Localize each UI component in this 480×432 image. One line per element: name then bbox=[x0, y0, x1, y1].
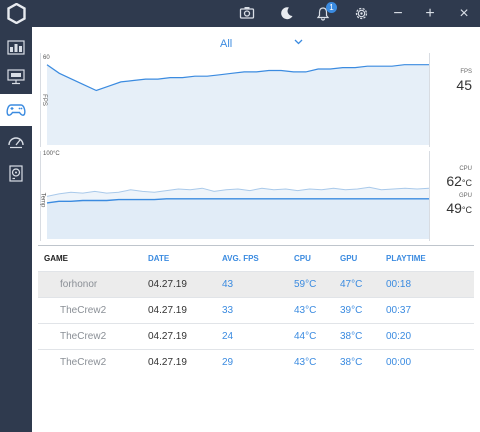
gear-icon[interactable] bbox=[352, 4, 370, 22]
cell-fps: 29 bbox=[222, 357, 234, 368]
cell-cpu: 43°C bbox=[294, 357, 317, 368]
header-playtime[interactable]: PLAYTIME bbox=[386, 254, 426, 263]
cpu-temp-readout: 62°C bbox=[446, 173, 472, 191]
cell-playtime: 00:37 bbox=[386, 305, 412, 316]
gpu-temp-value: 49 bbox=[446, 200, 462, 216]
cell-playtime: 00:20 bbox=[386, 331, 412, 342]
cell-date: 04.27.19 bbox=[148, 331, 187, 342]
dashboard-icon bbox=[7, 39, 25, 55]
series-area bbox=[47, 198, 429, 239]
header-gpu[interactable]: GPU bbox=[340, 254, 358, 263]
sidebar bbox=[0, 27, 32, 432]
cell-date: 04.27.19 bbox=[148, 279, 187, 290]
temp-axis-label: Temp bbox=[39, 192, 46, 208]
cell-playtime: 00:00 bbox=[386, 357, 412, 368]
cell-gpu: 38°C bbox=[340, 331, 363, 342]
table-row[interactable]: TheCrew2 04.27.19 29 43°C 38°C 00:00 bbox=[38, 349, 474, 375]
maximize-button[interactable]: + bbox=[425, 4, 435, 22]
cell-date: 04.27.19 bbox=[148, 305, 187, 316]
chevron-down-icon[interactable] bbox=[294, 39, 303, 45]
sidebar-item-storage[interactable] bbox=[0, 157, 32, 189]
cell-game: TheCrew2 bbox=[60, 331, 107, 342]
fps-chart-svg bbox=[46, 64, 429, 145]
cpu-temp-label: CPU bbox=[459, 166, 472, 172]
series-line bbox=[46, 198, 429, 204]
cell-cpu: 59°C bbox=[294, 279, 317, 290]
cell-date: 04.27.19 bbox=[148, 357, 187, 368]
app-logo-icon bbox=[7, 3, 26, 24]
cell-fps: 43 bbox=[222, 279, 234, 290]
table-row[interactable]: forhonor 04.27.19 43 59°C 47°C 00:18 bbox=[38, 271, 474, 297]
fps-top-tick: 60 bbox=[43, 55, 50, 61]
cell-game: forhonor bbox=[60, 279, 98, 290]
cell-gpu: 47°C bbox=[340, 279, 363, 290]
fps-current-label: FPS bbox=[460, 69, 472, 75]
cell-cpu: 44°C bbox=[294, 331, 317, 342]
fps-current-value: 45 bbox=[456, 77, 472, 93]
temp-top-tick: 100°C bbox=[43, 151, 60, 157]
sidebar-item-performance[interactable] bbox=[0, 125, 32, 157]
camera-icon[interactable] bbox=[238, 4, 256, 22]
header-date[interactable]: DATE bbox=[148, 254, 170, 263]
minimize-button[interactable]: − bbox=[393, 4, 403, 22]
sidebar-item-dashboard[interactable] bbox=[0, 31, 32, 63]
gpu-temp-label: GPU bbox=[458, 193, 472, 199]
gpu-temp-unit: °C bbox=[461, 205, 472, 215]
table-row[interactable]: TheCrew2 04.27.19 24 44°C 38°C 00:20 bbox=[38, 323, 474, 349]
notification-badge: 1 bbox=[326, 2, 337, 13]
table-header: GAME DATE AVG. FPS CPU GPU PLAYTIME bbox=[38, 245, 474, 271]
cpu-temp-unit: °C bbox=[461, 178, 472, 188]
cell-gpu: 38°C bbox=[340, 357, 363, 368]
cell-game: TheCrew2 bbox=[60, 357, 107, 368]
cell-cpu: 43°C bbox=[294, 305, 317, 316]
notification-bell-icon[interactable]: 1 bbox=[314, 2, 337, 22]
title-bar: 1 − + × bbox=[0, 0, 480, 27]
cpu-temp-value: 62 bbox=[446, 173, 462, 189]
cell-fps: 24 bbox=[222, 331, 234, 342]
gpu-temp-readout: 49°C bbox=[446, 200, 472, 218]
disk-icon bbox=[9, 164, 23, 182]
temp-chart: 100°C Temp bbox=[39, 151, 430, 241]
fps-chart: 60 FPS bbox=[40, 53, 430, 147]
close-button[interactable]: × bbox=[459, 4, 469, 22]
temp-chart-svg bbox=[46, 186, 430, 239]
filter-select[interactable]: All bbox=[220, 38, 233, 50]
fps-axis-label: FPS bbox=[40, 94, 47, 106]
gamepad-icon bbox=[6, 104, 26, 116]
cell-fps: 33 bbox=[222, 305, 234, 316]
series-line bbox=[46, 64, 429, 92]
header-game[interactable]: GAME bbox=[44, 254, 68, 263]
header-cpu[interactable]: CPU bbox=[294, 254, 311, 263]
speedometer-icon bbox=[8, 136, 24, 148]
series-area bbox=[47, 64, 429, 145]
table-row[interactable]: TheCrew2 04.27.19 33 43°C 39°C 00:37 bbox=[38, 297, 474, 323]
main-panel: All 60 FPS FPS 45 100°C Temp CPU 62°C GP… bbox=[32, 27, 480, 432]
cell-playtime: 00:18 bbox=[386, 279, 412, 290]
moon-icon[interactable] bbox=[278, 4, 296, 22]
sidebar-item-monitor[interactable] bbox=[0, 61, 32, 93]
monitor-icon bbox=[7, 69, 25, 85]
cell-game: TheCrew2 bbox=[60, 305, 107, 316]
series-line bbox=[46, 186, 430, 197]
cell-gpu: 39°C bbox=[340, 305, 363, 316]
header-avg-fps[interactable]: AVG. FPS bbox=[222, 254, 259, 263]
sidebar-item-games[interactable] bbox=[0, 94, 32, 126]
sessions-table: GAME DATE AVG. FPS CPU GPU PLAYTIME forh… bbox=[38, 245, 474, 375]
